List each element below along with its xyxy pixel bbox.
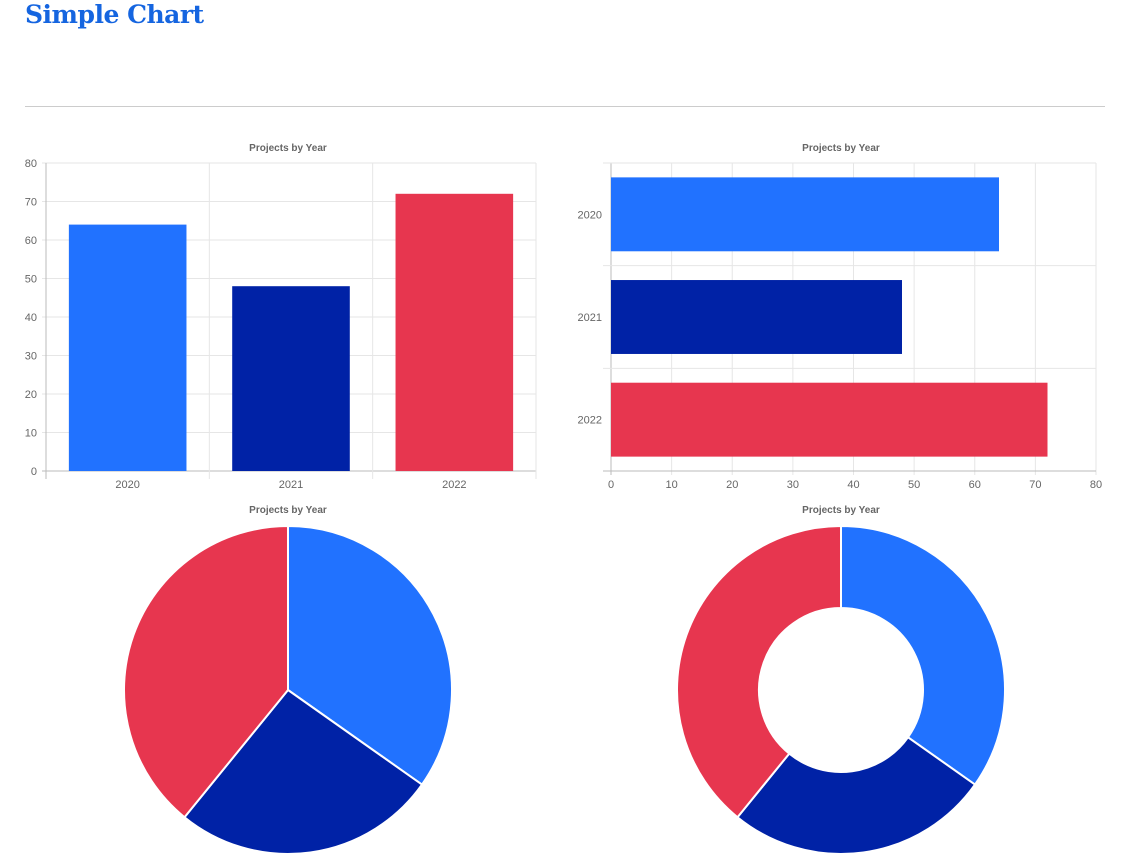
page-title: Simple Chart bbox=[25, 0, 204, 29]
x-tick-label: 10 bbox=[666, 479, 678, 491]
x-tick-label: 40 bbox=[847, 479, 859, 491]
x-tick-label: 2021 bbox=[279, 479, 303, 491]
x-tick-label: 80 bbox=[1090, 479, 1102, 491]
y-tick-label: 20 bbox=[25, 389, 37, 401]
bar-2021 bbox=[232, 286, 350, 471]
divider bbox=[25, 106, 1105, 107]
bar-2020 bbox=[68, 224, 187, 471]
bar-2022 bbox=[395, 193, 514, 472]
chart-title: Projects by Year bbox=[802, 143, 880, 154]
chart-title: Projects by Year bbox=[802, 505, 880, 516]
y-tick-label: 30 bbox=[25, 351, 37, 363]
y-tick-label: 40 bbox=[25, 312, 37, 324]
doughnut-slice-2021 bbox=[736, 735, 977, 855]
pie-slice-2020 bbox=[287, 524, 453, 786]
pie-slice-2021 bbox=[183, 688, 424, 855]
x-tick-label: 30 bbox=[787, 479, 799, 491]
y-tick-label: 0 bbox=[31, 466, 37, 478]
y-tick-label: 2021 bbox=[578, 312, 602, 324]
y-tick-label: 10 bbox=[25, 428, 37, 440]
x-tick-label: 0 bbox=[608, 479, 614, 491]
bar-2021 bbox=[611, 280, 902, 354]
x-tick-label: 50 bbox=[908, 479, 920, 491]
bar-2020 bbox=[611, 177, 999, 252]
y-tick-label: 50 bbox=[25, 274, 37, 286]
y-tick-label: 60 bbox=[25, 235, 37, 247]
y-tick-label: 2020 bbox=[578, 209, 602, 221]
y-tick-label: 80 bbox=[25, 158, 37, 170]
doughnut-slice-2022 bbox=[676, 524, 842, 819]
y-tick-label: 70 bbox=[25, 197, 37, 209]
x-tick-label: 20 bbox=[726, 479, 738, 491]
x-tick-label: 2022 bbox=[442, 479, 466, 491]
chart-title: Projects by Year bbox=[249, 143, 327, 154]
x-tick-label: 60 bbox=[969, 479, 981, 491]
x-tick-label: 2020 bbox=[115, 479, 139, 491]
doughnut-slice-2020 bbox=[840, 524, 1006, 786]
bar-2022 bbox=[611, 382, 1048, 457]
pie-slice-2022 bbox=[123, 524, 289, 819]
y-tick-label: 2022 bbox=[578, 415, 602, 427]
chart-title: Projects by Year bbox=[249, 505, 327, 516]
x-tick-label: 70 bbox=[1029, 479, 1041, 491]
